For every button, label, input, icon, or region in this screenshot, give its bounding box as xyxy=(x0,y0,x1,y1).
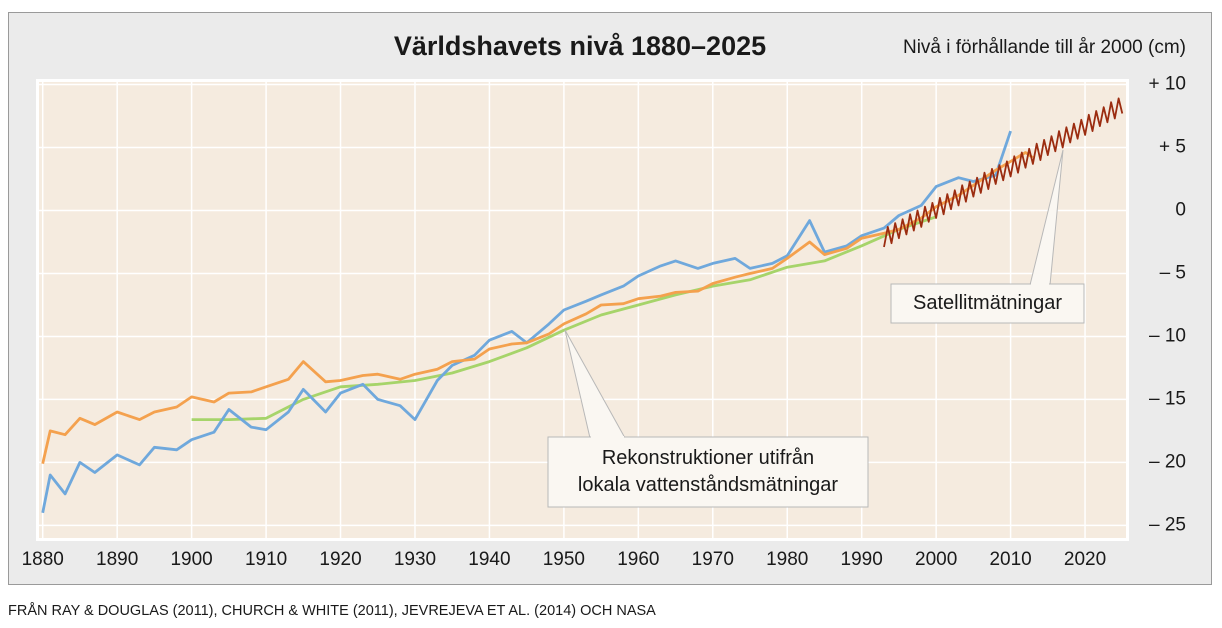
x-tick-label: 1960 xyxy=(617,549,659,570)
chart-title: Världshavets nivå 1880–2025 xyxy=(394,31,766,61)
x-tick-label: 1940 xyxy=(468,549,510,570)
x-tick-label: 1950 xyxy=(543,549,585,570)
x-tick-label: 2000 xyxy=(915,549,957,570)
y-tick-label: 0 xyxy=(1175,200,1186,221)
x-tick-label: 1910 xyxy=(245,549,287,570)
annotation: Satellitmätningar xyxy=(913,292,1062,314)
callout-box xyxy=(547,436,869,508)
x-tick-label: 1920 xyxy=(319,549,361,570)
x-tick-label: 2020 xyxy=(1064,549,1106,570)
source-note: FRÅN RAY & DOUGLAS (2011), CHURCH & WHIT… xyxy=(8,602,656,619)
y-tick-label: + 10 xyxy=(1148,74,1186,95)
x-tick-label: 2010 xyxy=(989,549,1031,570)
x-tick-label: 1970 xyxy=(692,549,734,570)
callout-join xyxy=(591,436,624,439)
x-tick-label: 1930 xyxy=(394,549,436,570)
series-line xyxy=(883,97,1124,248)
y-tick-label: – 25 xyxy=(1149,514,1186,535)
series-line xyxy=(41,151,1034,465)
series-line xyxy=(191,215,937,421)
y-tick-label: – 5 xyxy=(1160,262,1186,283)
x-tick-label: 1900 xyxy=(170,549,212,570)
x-tick-label: 1880 xyxy=(22,549,64,570)
x-tick-label: 1890 xyxy=(96,549,138,570)
y-axis-label: Nivå i förhållande till år 2000 (cm) xyxy=(903,37,1186,58)
y-tick-label: + 5 xyxy=(1159,137,1186,158)
y-tick-label: – 10 xyxy=(1149,325,1186,346)
callout-join xyxy=(1031,283,1049,286)
series-line xyxy=(41,130,1012,514)
annotation: Rekonstruktioner utifrån xyxy=(602,447,814,469)
x-tick-label: 1990 xyxy=(841,549,883,570)
callout-box xyxy=(890,283,1085,324)
annotation: lokala vattenståndsmätningar xyxy=(578,474,838,496)
y-tick-label: – 20 xyxy=(1149,451,1186,472)
x-tick-label: 1980 xyxy=(766,549,808,570)
y-tick-label: – 15 xyxy=(1149,388,1186,409)
